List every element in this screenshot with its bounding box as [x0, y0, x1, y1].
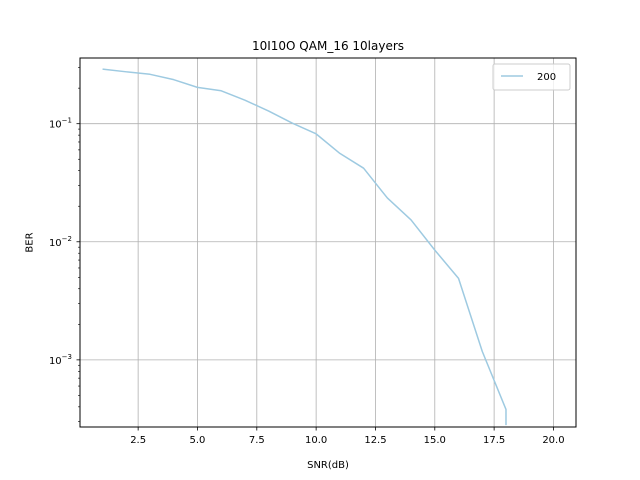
y-axis-label: BER — [25, 232, 36, 252]
y-tick-label: 10−1 — [49, 117, 72, 131]
y-tick-label: 10−2 — [49, 235, 72, 249]
x-tick-label: 12.5 — [364, 435, 386, 446]
x-tick-label: 2.5 — [130, 435, 146, 446]
x-axis-label: SNR(dB) — [307, 460, 349, 471]
x-tick-label: 7.5 — [249, 435, 265, 446]
y-tick-base: 10 — [49, 120, 62, 131]
legend-box — [492, 63, 571, 91]
y-tick-exponent: −3 — [62, 353, 72, 361]
chart-title: 10I10O QAM_16 10layers — [252, 39, 404, 53]
x-tick-label: 15.0 — [424, 435, 446, 446]
legend: 200 — [492, 63, 571, 91]
y-tick-base: 10 — [49, 238, 62, 249]
plot-frame — [79, 57, 577, 428]
legend-label: 200 — [537, 72, 556, 83]
y-tick-exponent: −2 — [62, 235, 72, 243]
series-line-200 — [102, 68, 507, 426]
x-tick-label: 17.5 — [483, 435, 505, 446]
x-tick-label: 10.0 — [305, 435, 327, 446]
y-tick-exponent: −1 — [62, 117, 72, 125]
ticks: 2.5 5.0 7.5 10.0 12.5 15.0 17.5 20.010−310−210−… — [49, 67, 565, 446]
y-tick-base: 10 — [49, 356, 62, 367]
series-layer — [102, 68, 507, 426]
x-tick-label: 20.0 — [542, 435, 564, 446]
grid — [80, 58, 576, 427]
x-tick-label: 5.0 — [190, 435, 206, 446]
y-tick-label: 10−3 — [49, 353, 72, 367]
